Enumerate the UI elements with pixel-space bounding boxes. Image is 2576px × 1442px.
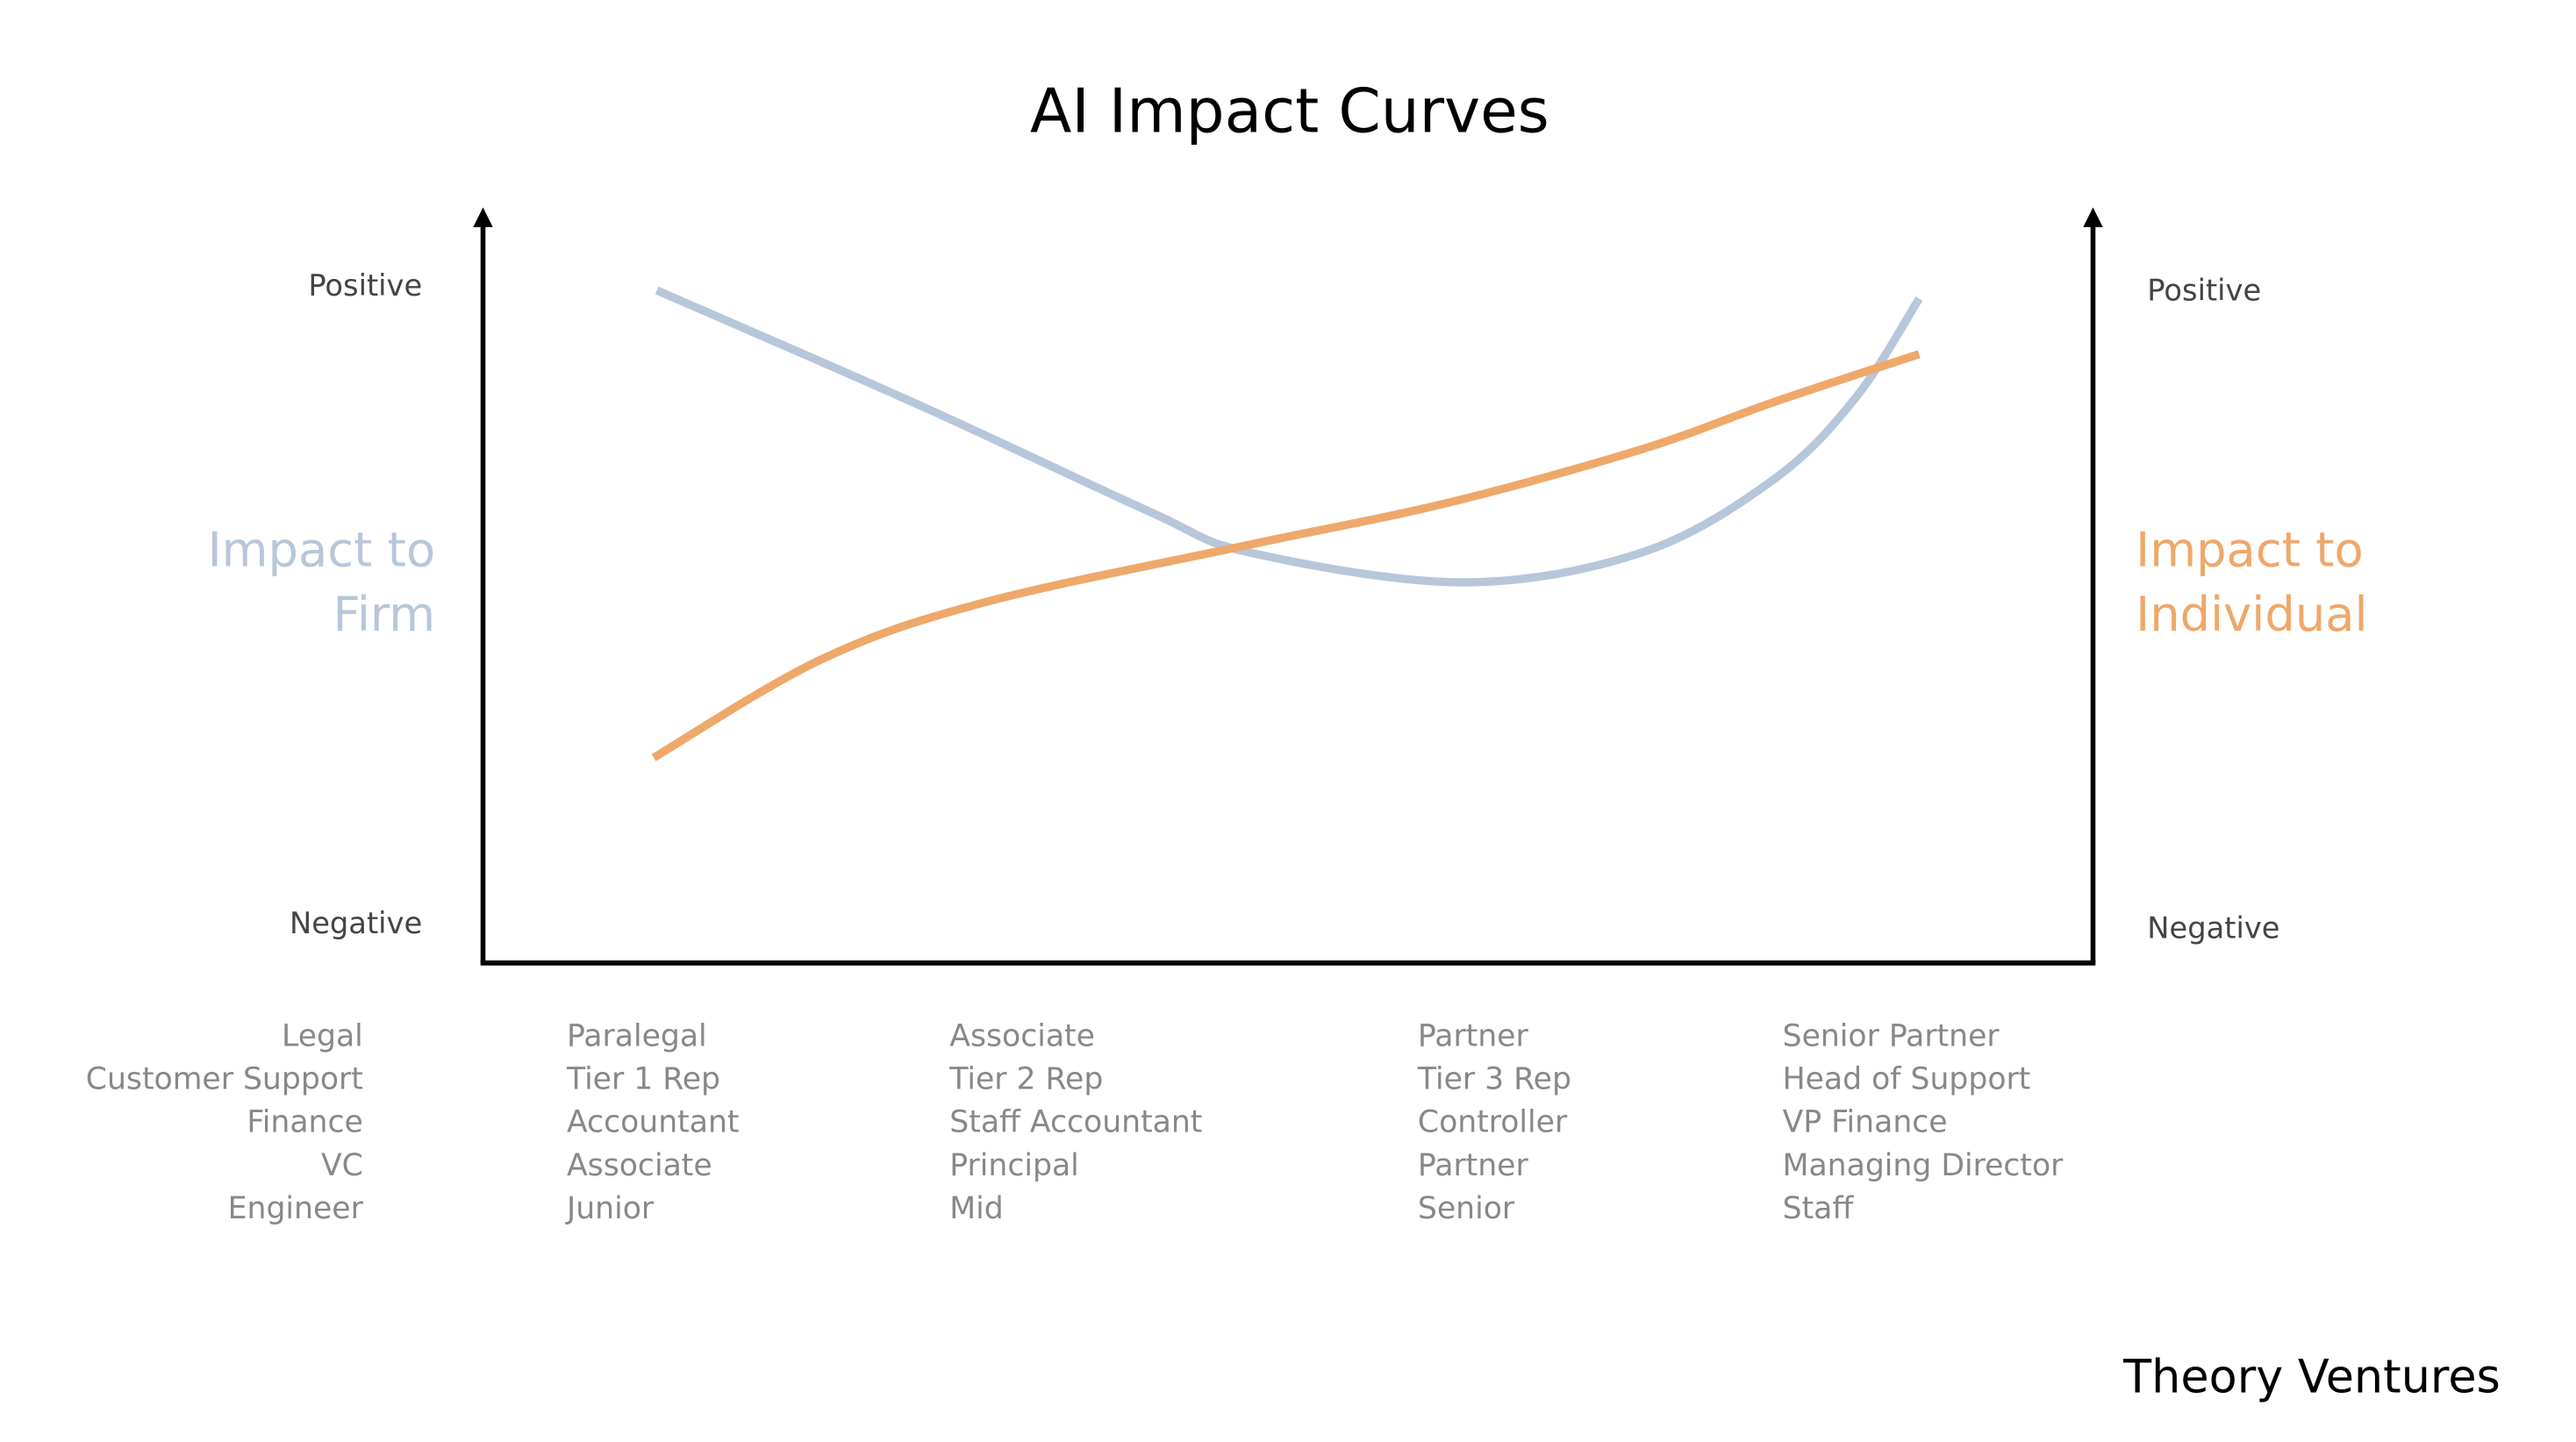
y-tick-label: Negative (290, 906, 422, 940)
row-label: Legal (282, 1018, 363, 1053)
legend-entry: Impact to Firm (207, 521, 436, 642)
column-label: Mid (949, 1191, 1003, 1226)
column-label: Paralegal (567, 1018, 707, 1053)
column-label: Junior (565, 1191, 655, 1226)
axes (480, 224, 2096, 966)
column-label: Head of Support (1783, 1061, 2031, 1096)
column-label: Tier 1 Rep (566, 1061, 720, 1096)
column-label: Controller (1418, 1105, 1568, 1140)
column-label: Partner (1418, 1018, 1529, 1053)
row-label: Engineer (228, 1191, 364, 1226)
column-label: Partner (1418, 1148, 1529, 1183)
column-label: Managing Director (1783, 1148, 2064, 1183)
legend-label: Impact to Individual (2136, 521, 2368, 642)
row-label: Finance (247, 1105, 362, 1140)
row-label: VC (321, 1148, 363, 1183)
column-label: Staff (1783, 1191, 1855, 1226)
footer: Theory Ventures (2122, 1350, 2501, 1403)
column-label: Tier 2 Rep (948, 1061, 1103, 1096)
column-label: Accountant (567, 1105, 739, 1140)
row-label: Customer Support (86, 1061, 363, 1096)
y2-axis-arrow (2083, 207, 2103, 227)
column-label: Senior (1418, 1191, 1515, 1226)
y2-tick-label: Positive (2147, 274, 2261, 308)
column-label: Associate (567, 1148, 712, 1183)
y-tick-label: Positive (308, 268, 422, 303)
y2-tick-label: Negative (2147, 910, 2279, 945)
chart-title: AI Impact Curves (1030, 76, 1549, 146)
legend-label: Impact to Firm (207, 521, 436, 642)
series-line (651, 350, 1921, 761)
series-line (655, 286, 1923, 587)
column-label: Senior Partner (1783, 1018, 2000, 1053)
y-axis-arrow (473, 207, 493, 227)
column-label: Tier 3 Rep (1417, 1061, 1571, 1096)
column-label: Staff Accountant (949, 1105, 1202, 1140)
column-label: VP Finance (1783, 1105, 1948, 1140)
column-label: Principal (949, 1148, 1079, 1183)
legend-entry: Impact to Individual (2136, 521, 2368, 642)
column-label: Associate (949, 1018, 1095, 1053)
